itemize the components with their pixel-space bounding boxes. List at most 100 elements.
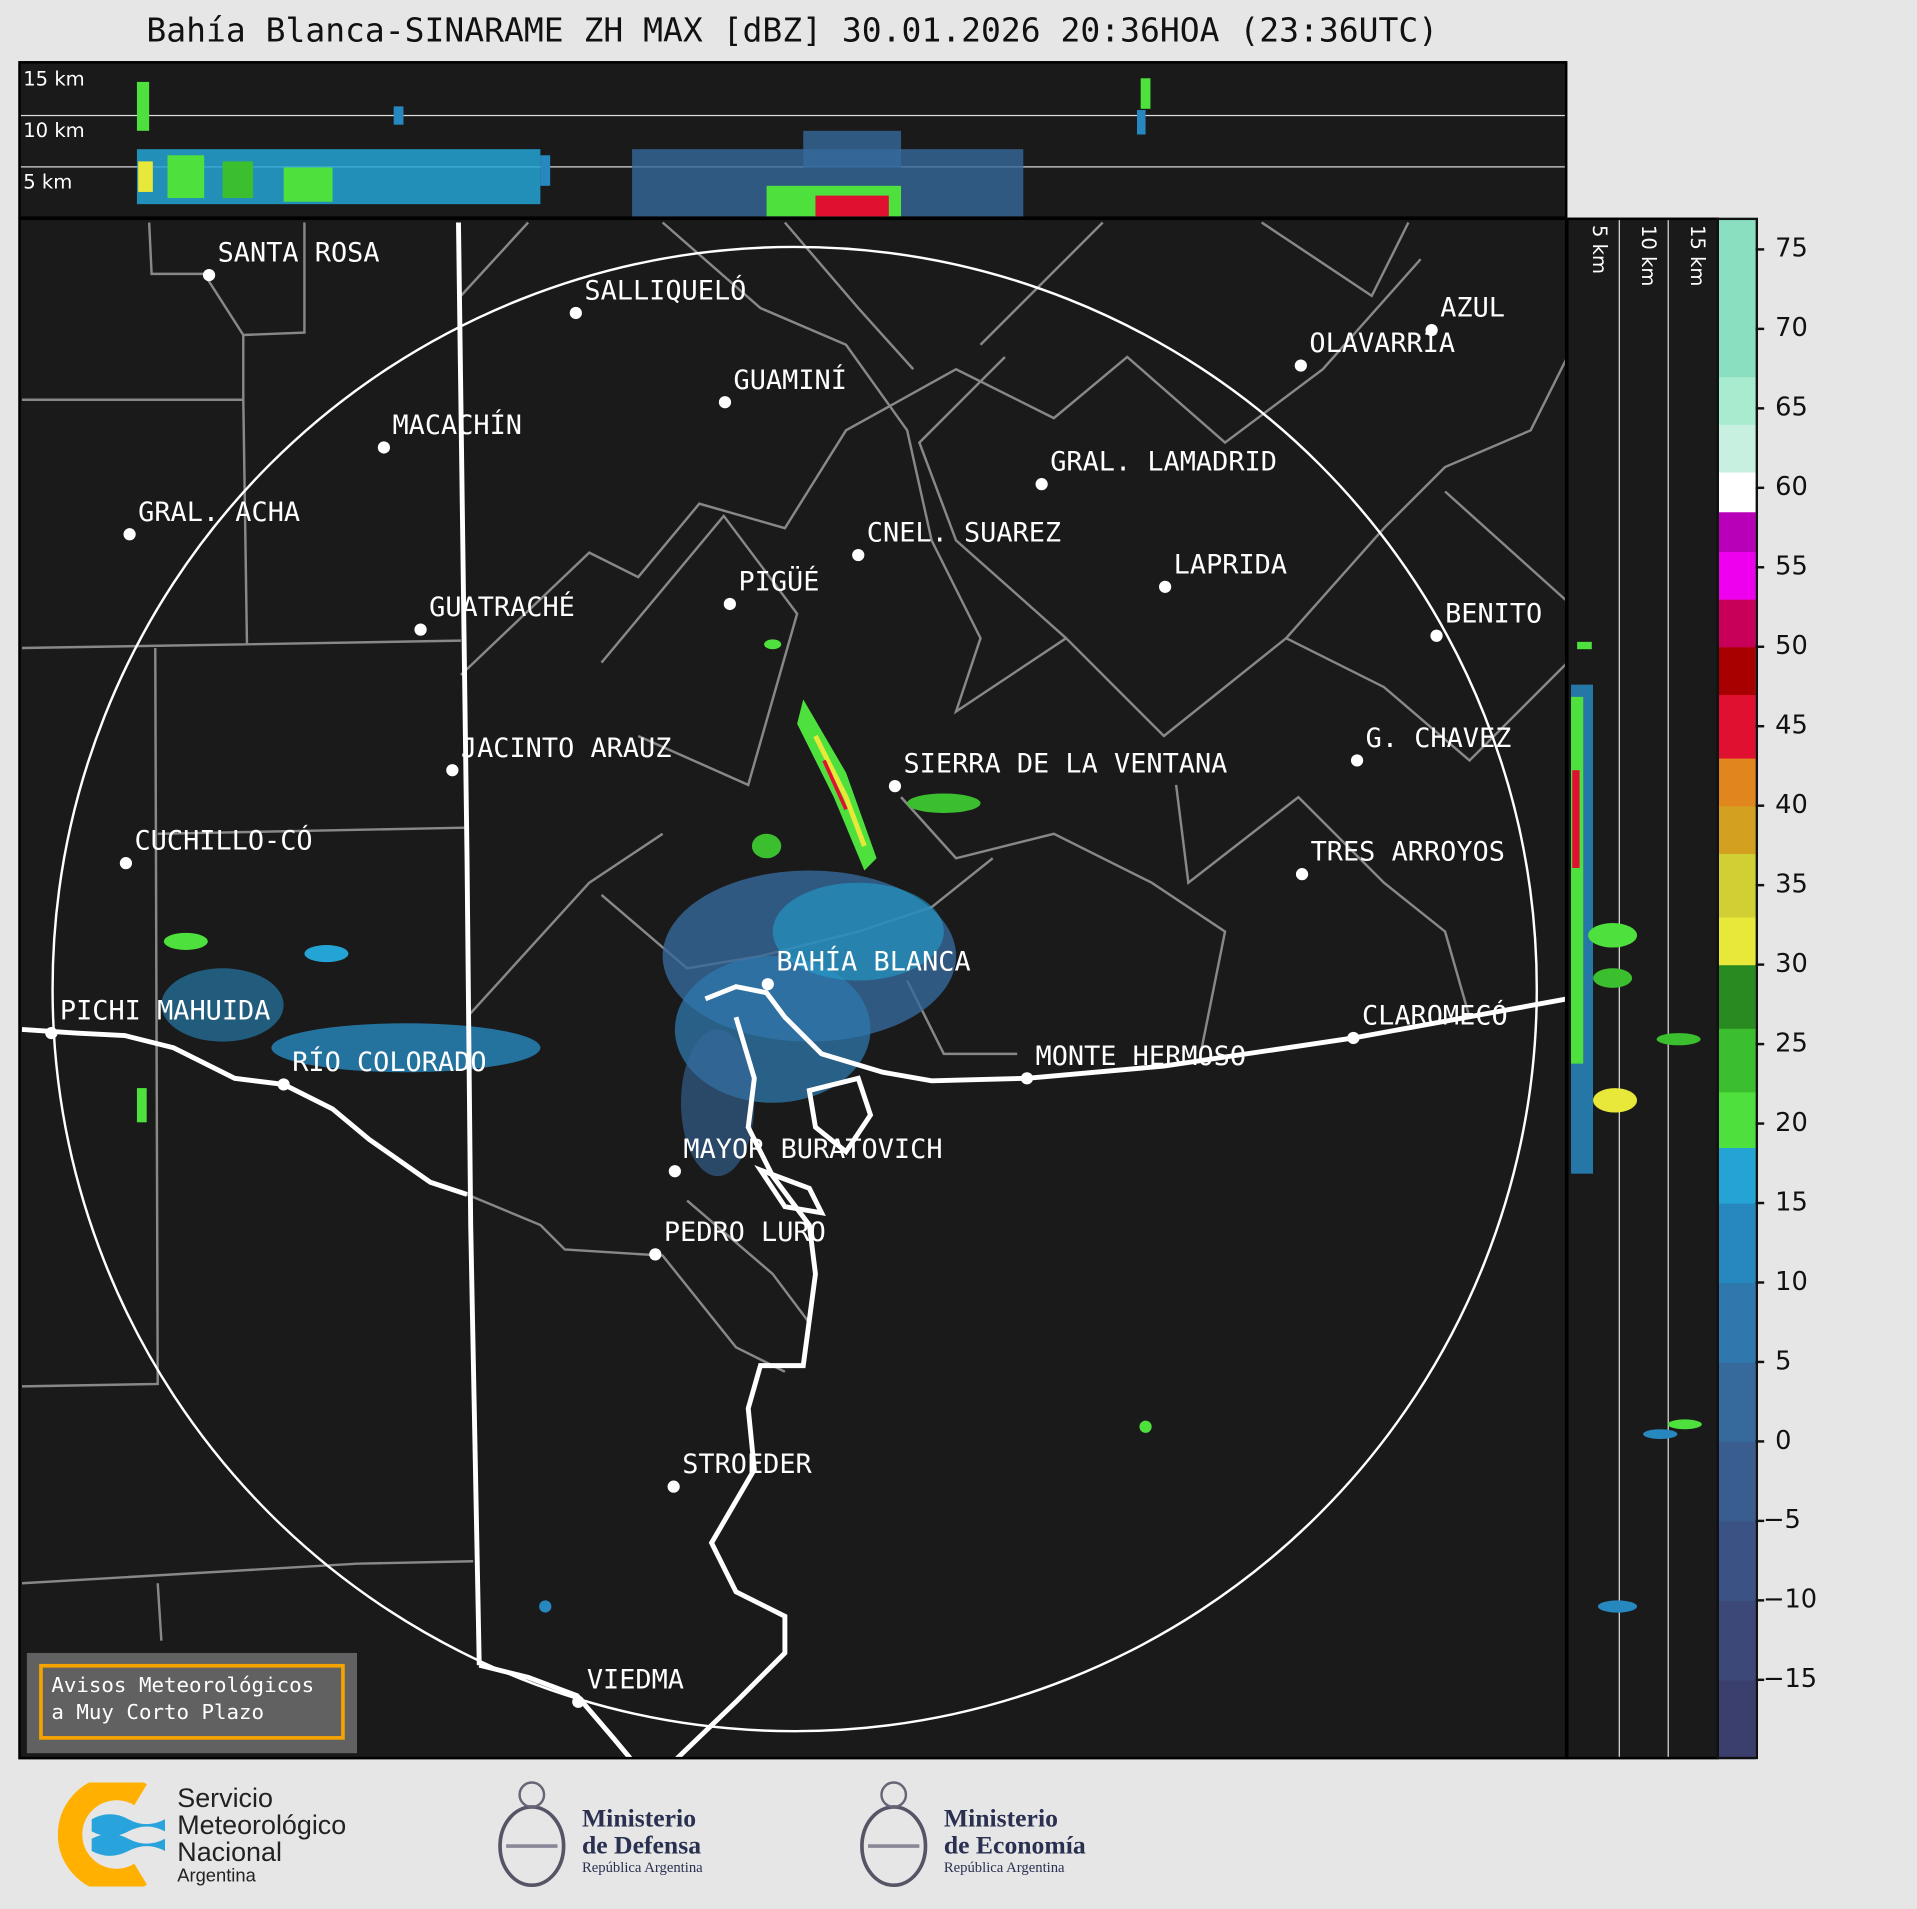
colorbar-tick <box>1755 724 1765 728</box>
city-marker <box>202 268 216 282</box>
colorbar-tick-label: 40 <box>1775 789 1808 820</box>
city-marker <box>569 306 582 320</box>
colorbar-tick <box>1755 1201 1765 1205</box>
height-line <box>20 114 1565 117</box>
colorbar-tick <box>1755 1281 1765 1284</box>
city-label: TRES ARROYOS <box>1310 837 1505 869</box>
height-line <box>1618 220 1620 1757</box>
city-label: SALLIQUELÓ <box>584 276 747 307</box>
smn-line2: Meteorológico <box>177 1809 347 1840</box>
colorbar-tick <box>1755 1599 1765 1602</box>
smn-logo: Servicio Meteorológico Nacional Argentin… <box>55 1782 422 1893</box>
colorbar-band <box>1718 964 1756 1029</box>
smn-logo-mark <box>57 1782 166 1887</box>
city-label: AZUL <box>1440 293 1505 324</box>
city-marker <box>1020 1072 1034 1085</box>
avisos-button[interactable]: Avisos Meteorológicos a Muy Corto Plazo <box>26 1652 357 1754</box>
city-label: MAYOR BURATOVICH <box>683 1134 943 1166</box>
colorbar-tick <box>1755 883 1765 887</box>
city-label: BENITO <box>1445 599 1543 630</box>
city-label: PICHI MAHUIDA <box>59 996 271 1027</box>
colorbar-tick-label: −10 <box>1762 1584 1818 1614</box>
city-label: GRAL. LAMADRID <box>1050 447 1277 479</box>
city-label: PEDRO LURO <box>663 1217 826 1249</box>
city-label: CUCHILLO-CÓ <box>134 826 313 858</box>
city-label: VIEDMA <box>586 1665 685 1696</box>
colorbar-tick <box>1755 1678 1765 1682</box>
colorbar-band <box>1718 1361 1756 1443</box>
city-marker <box>45 1026 58 1040</box>
department-boundaries <box>21 221 1565 1641</box>
colorbar-band <box>1718 1520 1756 1601</box>
colorbar-tick-label: 5 <box>1775 1346 1792 1376</box>
colorbar-tick <box>1755 1360 1765 1364</box>
colorbar-tick-label: −15 <box>1762 1663 1818 1694</box>
city-label: BAHÍA BLANCA <box>776 947 971 979</box>
colorbar-tick <box>1755 1042 1765 1046</box>
colorbar-tick <box>1755 327 1765 331</box>
colorbar-tick <box>1755 1519 1765 1523</box>
colorbar-band <box>1718 646 1756 696</box>
city-marker <box>572 1695 585 1708</box>
colorbar-band <box>1718 376 1756 425</box>
city-label: LAPRIDA <box>1173 550 1288 581</box>
colorbar-band <box>1718 511 1756 552</box>
city-marker <box>377 441 391 454</box>
colorbar-band <box>1718 599 1756 648</box>
city-marker <box>1295 868 1309 881</box>
colorbar-tick <box>1755 1440 1765 1443</box>
city-label: GUAMINÍ <box>733 365 847 397</box>
coat-of-arms-icon <box>860 1781 928 1888</box>
smn-line3: Nacional <box>177 1836 282 1867</box>
city-marker <box>119 857 133 870</box>
city-marker <box>1430 629 1443 642</box>
city-marker <box>1159 580 1172 593</box>
city-marker <box>277 1078 290 1091</box>
chart-title: Bahía Blanca-SINARAME ZH MAX [dBZ] 30.01… <box>146 12 1439 51</box>
defensa-logo: Ministerio de Defensa República Argentin… <box>494 1773 763 1901</box>
city-marker <box>1425 323 1438 337</box>
city-marker <box>761 978 774 991</box>
colorbar-band <box>1718 1600 1756 1681</box>
economia-logo: Ministerio de Economía República Argenti… <box>856 1773 1137 1901</box>
avisos-line2: a Muy Corto Plazo <box>51 1700 265 1726</box>
colorbar-tick <box>1755 645 1765 648</box>
colorbar-tick <box>1755 486 1765 490</box>
city-label: GUATRACHÉ <box>429 592 575 624</box>
city-label: G. CHAVEZ <box>1365 723 1512 755</box>
city-marker <box>1350 754 1364 767</box>
colorbar-tick-label: 25 <box>1775 1028 1808 1058</box>
top-echo-profile <box>136 78 1151 217</box>
city-label: MACACHÍN <box>392 410 523 442</box>
colorbar-band <box>1718 1441 1756 1522</box>
colorbar-tick-label: 60 <box>1775 471 1808 502</box>
colorbar-band <box>1718 1679 1756 1760</box>
smn-line1: Servicio <box>177 1782 273 1814</box>
radar-map[interactable]: SANTA ROSA SALLIQUELÓ GUAMINÍ MACACHÍN GRAL.… <box>18 217 1568 1760</box>
colorbar-tick-label: 50 <box>1775 630 1808 661</box>
colorbar-band <box>1718 217 1756 378</box>
city-marker <box>668 1165 681 1178</box>
economia-line1: Ministerio <box>943 1803 1058 1833</box>
colorbar-tick <box>1755 804 1765 807</box>
coastline-and-rivers <box>21 222 1565 1757</box>
smn-line4: Argentina <box>177 1865 256 1887</box>
defensa-line3: República Argentina <box>581 1858 703 1876</box>
defensa-line2: de Defensa <box>581 1830 702 1860</box>
colorbar-band <box>1718 1282 1756 1363</box>
city-label: GRAL. ACHA <box>138 497 301 529</box>
map-layers <box>21 221 1565 1757</box>
colorbar-tick-label: 55 <box>1775 551 1808 581</box>
colorbar-band <box>1718 694 1756 759</box>
radar-range-ring <box>51 245 1539 1733</box>
height-label: 5 km <box>23 169 73 194</box>
colorbar-band <box>1718 1091 1756 1149</box>
colorbar-band <box>1718 551 1756 600</box>
economia-line3: República Argentina <box>943 1858 1065 1876</box>
city-label: SIERRA DE LA VENTANA <box>903 749 1228 781</box>
colorbar-band <box>1718 1147 1756 1204</box>
city-label: MONTE HERMOSO <box>1035 1041 1247 1073</box>
city-marker <box>1294 359 1307 372</box>
city-marker <box>414 623 427 636</box>
height-label: 15 km <box>23 67 85 91</box>
